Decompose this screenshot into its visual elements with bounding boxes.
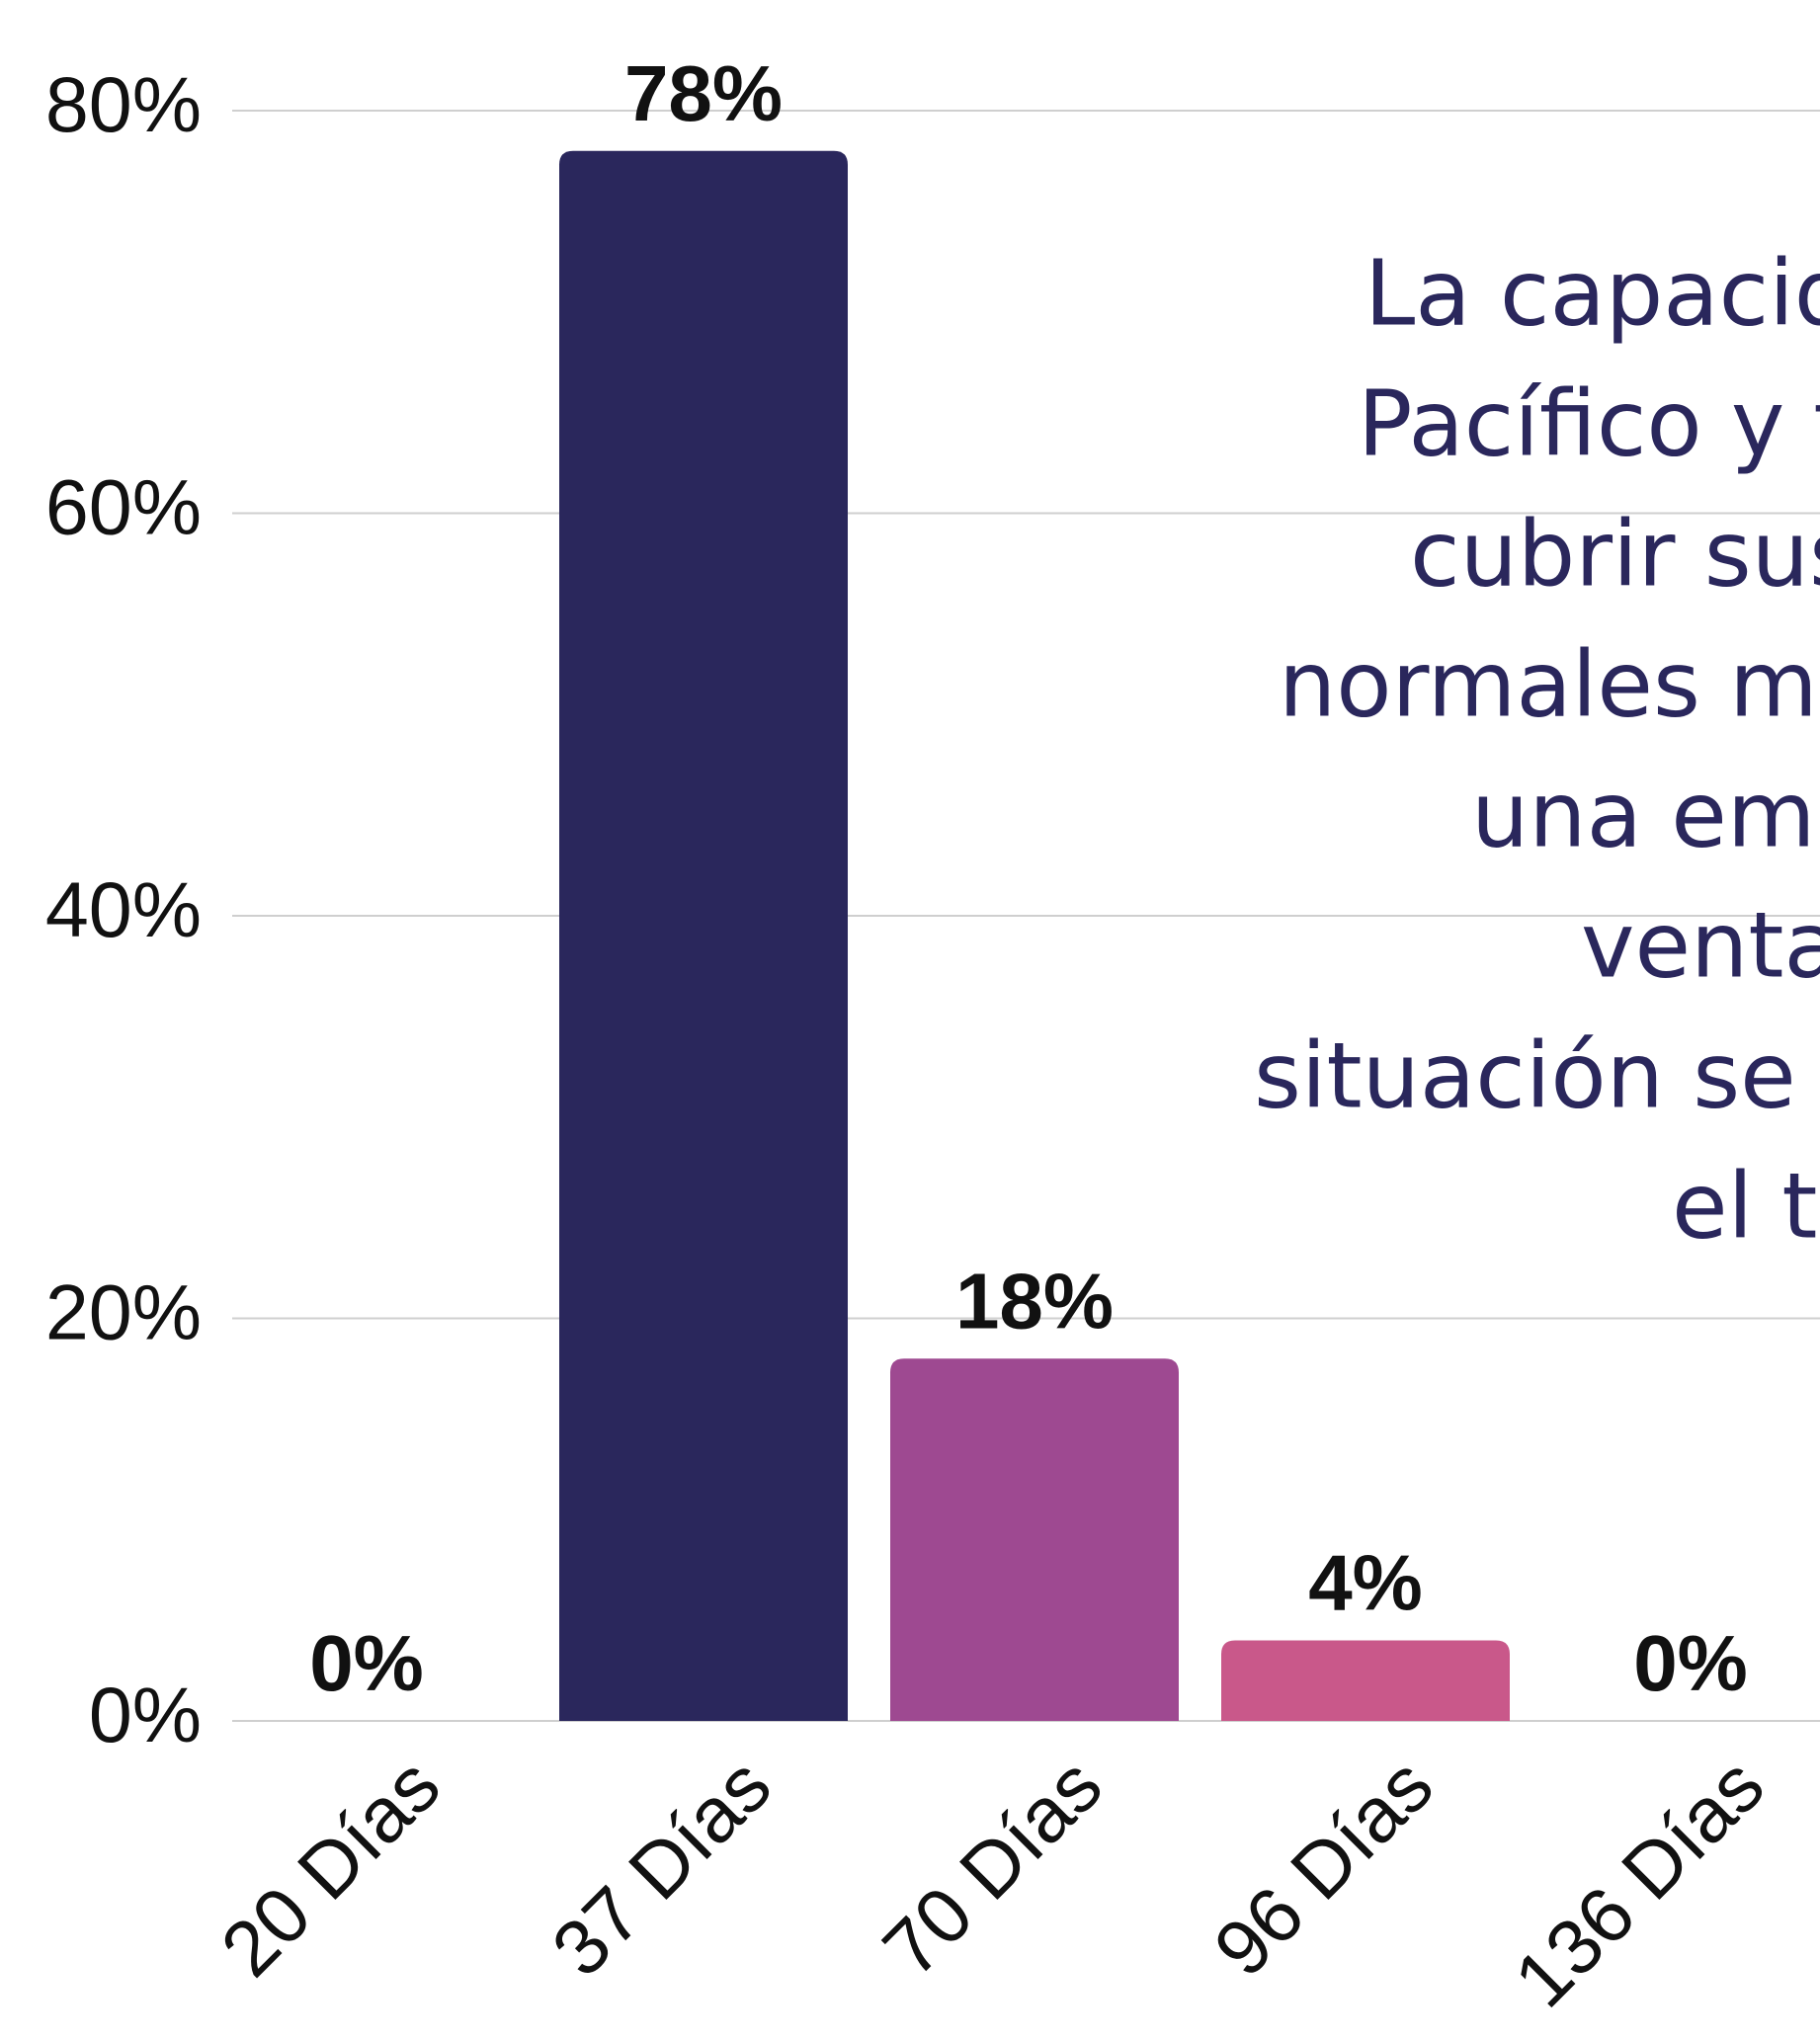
x-tick-label: 96 Días [1197, 1741, 1448, 1993]
x-tick-label: 37 Días [535, 1741, 786, 1993]
annotation-line: cubrir sus [1410, 501, 1820, 607]
value-label: 78% [624, 49, 783, 137]
annotation-line: La capacida [1365, 240, 1820, 346]
value-label: 18% [955, 1257, 1114, 1345]
y-tick-label: 0% [89, 1671, 202, 1758]
value-label: 4% [1308, 1539, 1423, 1627]
value-label: 0% [309, 1619, 424, 1707]
bar [559, 150, 848, 1721]
bar [1221, 1640, 1510, 1721]
annotation-line: situación se ag [1254, 1022, 1820, 1128]
annotation-line: una emp [1471, 762, 1820, 867]
y-tick-label: 80% [45, 60, 202, 148]
annotation-line: el ta [1672, 1153, 1820, 1259]
y-tick-label: 60% [45, 462, 202, 550]
annotation-line: normales mue [1279, 631, 1820, 737]
annotation-line: Pacífico y fr [1358, 370, 1820, 476]
x-tick-label: 20 Días [204, 1741, 455, 1993]
value-label: 0% [1633, 1619, 1748, 1707]
x-tick-label: 70 Días [866, 1741, 1117, 1993]
bar [890, 1358, 1179, 1721]
x-tick-label: 136 Días [1497, 1741, 1780, 2024]
y-tick-label: 20% [45, 1267, 202, 1355]
y-tick-label: 40% [45, 865, 202, 953]
